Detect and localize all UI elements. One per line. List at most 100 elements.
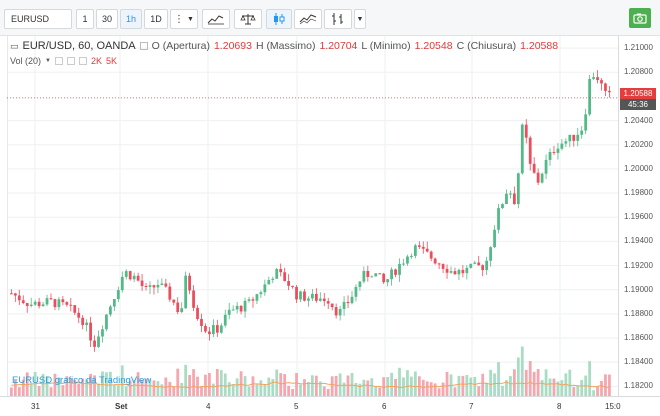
- candle-body: [552, 151, 556, 153]
- candle-body: [501, 204, 504, 209]
- volume-bar: [200, 386, 203, 396]
- candle-body: [326, 301, 330, 304]
- volume-bar: [140, 379, 144, 396]
- candle-body: [311, 293, 314, 299]
- volume-bar: [568, 369, 572, 396]
- volume-bar: [338, 373, 342, 396]
- candle-body: [156, 284, 160, 288]
- candle-body: [53, 299, 57, 308]
- chevron-collapse-icon[interactable]: ▭: [10, 40, 19, 51]
- volume-bar: [61, 385, 65, 396]
- volume-bar: [544, 369, 548, 396]
- volume-bar: [172, 386, 176, 396]
- candle-body: [584, 114, 588, 131]
- volume-bar: [231, 384, 235, 396]
- interval-30-button[interactable]: 30: [96, 9, 118, 29]
- candle-body: [350, 296, 354, 304]
- area-style-button[interactable]: [294, 9, 322, 29]
- candle-body: [275, 268, 279, 279]
- indicators-button[interactable]: [202, 9, 230, 29]
- time-label-now: 15:0: [605, 402, 621, 411]
- caret-down-icon: ▼: [187, 15, 194, 23]
- compare-button[interactable]: [234, 9, 262, 29]
- candle-body: [41, 304, 45, 307]
- settings-square-icon[interactable]: [139, 42, 148, 50]
- close-icon[interactable]: [78, 57, 87, 65]
- price-axis-label: 1.19200: [624, 260, 653, 270]
- candle-body: [13, 293, 17, 296]
- candle-body: [109, 306, 112, 315]
- candle-body: [314, 293, 318, 301]
- settings-icon[interactable]: [66, 57, 75, 65]
- candle-body: [136, 275, 140, 281]
- candle-body: [243, 300, 247, 312]
- candle-body: [235, 305, 239, 310]
- candle-body: [49, 298, 53, 300]
- volume-bar: [69, 378, 73, 396]
- volume-bar: [509, 376, 512, 396]
- time-label-6: 6: [382, 402, 387, 411]
- candle-body: [489, 247, 492, 261]
- volume-bar: [93, 375, 96, 396]
- volume-bar: [556, 381, 560, 396]
- candles-style-button[interactable]: [266, 9, 292, 29]
- volume-bar: [433, 383, 437, 396]
- time-label-7: 7: [469, 402, 474, 411]
- candle-body: [382, 273, 386, 283]
- candle-body: [576, 134, 580, 141]
- candle-body: [449, 271, 453, 273]
- chart-pane[interactable]: [7, 36, 619, 396]
- style-dropdown-button[interactable]: ▼: [354, 9, 366, 29]
- volume-bar: [505, 380, 508, 396]
- interval-1d-button[interactable]: 1D: [144, 9, 168, 29]
- candle-body: [21, 300, 25, 304]
- candle-body: [188, 275, 191, 291]
- candle-body: [204, 325, 207, 332]
- screenshot-button[interactable]: [629, 8, 651, 28]
- candle-body: [318, 298, 322, 301]
- price-axis-label: 1.20400: [624, 115, 653, 125]
- candle-body: [425, 248, 429, 252]
- more-intervals-button[interactable]: ⋮ ▼: [170, 9, 198, 29]
- candle-body: [378, 273, 382, 275]
- symbol-input[interactable]: EURUSD: [4, 9, 72, 29]
- volume-bar: [124, 386, 128, 396]
- candle-body: [608, 90, 611, 93]
- candle-body: [520, 124, 524, 174]
- volume-label: Vol (20): [10, 56, 42, 66]
- volume-bar: [425, 381, 429, 396]
- candle-body: [544, 159, 548, 174]
- candle-body: [211, 325, 215, 335]
- candle-body: [512, 193, 516, 205]
- caret-down-icon[interactable]: ▼: [45, 58, 51, 64]
- candle-body: [120, 276, 124, 291]
- candle-body: [334, 307, 338, 316]
- volume-bar: [303, 379, 306, 396]
- candle-body: [445, 268, 449, 273]
- volume-bar: [572, 387, 576, 396]
- volume-bar: [485, 383, 489, 396]
- volume-bar: [299, 384, 302, 396]
- volume-bar: [378, 387, 382, 396]
- candle-body: [461, 269, 465, 274]
- volume-bar: [291, 389, 294, 396]
- interval-1-button[interactable]: 1: [76, 9, 94, 29]
- price-axis-label: 1.18200: [624, 381, 653, 391]
- eye-icon[interactable]: [54, 57, 63, 65]
- time-axis[interactable]: [0, 396, 660, 416]
- watermark-link[interactable]: EURUSD grafico da TradingView: [12, 375, 152, 386]
- volume-bar: [97, 383, 100, 396]
- interval-1h-button[interactable]: 1h: [120, 9, 142, 29]
- volume-bar: [592, 390, 595, 396]
- volume-bar: [89, 373, 92, 396]
- candle-body: [25, 303, 29, 306]
- volume-bar: [144, 378, 148, 396]
- volume-bar: [520, 346, 524, 396]
- candle-body: [366, 271, 370, 277]
- close-value: 1.20588: [520, 40, 559, 52]
- candle-body: [481, 265, 485, 271]
- bars-style-button[interactable]: [324, 9, 352, 29]
- ohlc-legend: ▭ EUR/USD, 60, OANDA O (Apertura) 1.2069…: [10, 40, 558, 52]
- candle-body: [184, 275, 188, 309]
